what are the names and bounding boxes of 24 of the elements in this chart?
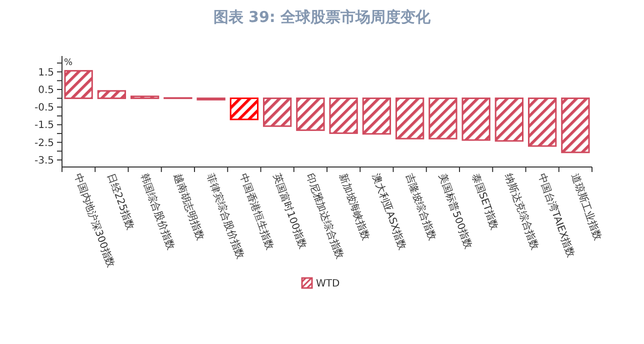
bar bbox=[561, 98, 590, 154]
bar bbox=[528, 98, 557, 147]
bar bbox=[362, 98, 392, 135]
chart-title: 图表 39: 全球股票市场周度变化 bbox=[213, 8, 432, 26]
y-tick-label: -0.5 bbox=[34, 102, 54, 114]
bar bbox=[262, 98, 292, 127]
y-axis-title: % bbox=[64, 58, 73, 68]
text: WTD bbox=[316, 278, 340, 290]
bar bbox=[428, 98, 458, 140]
bar bbox=[494, 98, 524, 142]
bar bbox=[462, 98, 490, 141]
y-tick-label: -2.5 bbox=[34, 138, 54, 149]
bar bbox=[64, 70, 93, 100]
y-tick-label: 1.5 bbox=[38, 67, 54, 78]
y-tick-label: -3.5 bbox=[34, 155, 54, 166]
bar bbox=[296, 98, 325, 131]
x-tick-label: 日经225指数 bbox=[104, 172, 136, 232]
bar bbox=[329, 98, 358, 134]
bar bbox=[230, 98, 259, 120]
y-tick-label: 0.5 bbox=[38, 84, 54, 96]
y-tick-label: -1.5 bbox=[34, 120, 54, 132]
bar bbox=[395, 98, 424, 140]
x-tick-label: 泰国SET指数 bbox=[469, 172, 501, 232]
bar bbox=[97, 90, 126, 100]
